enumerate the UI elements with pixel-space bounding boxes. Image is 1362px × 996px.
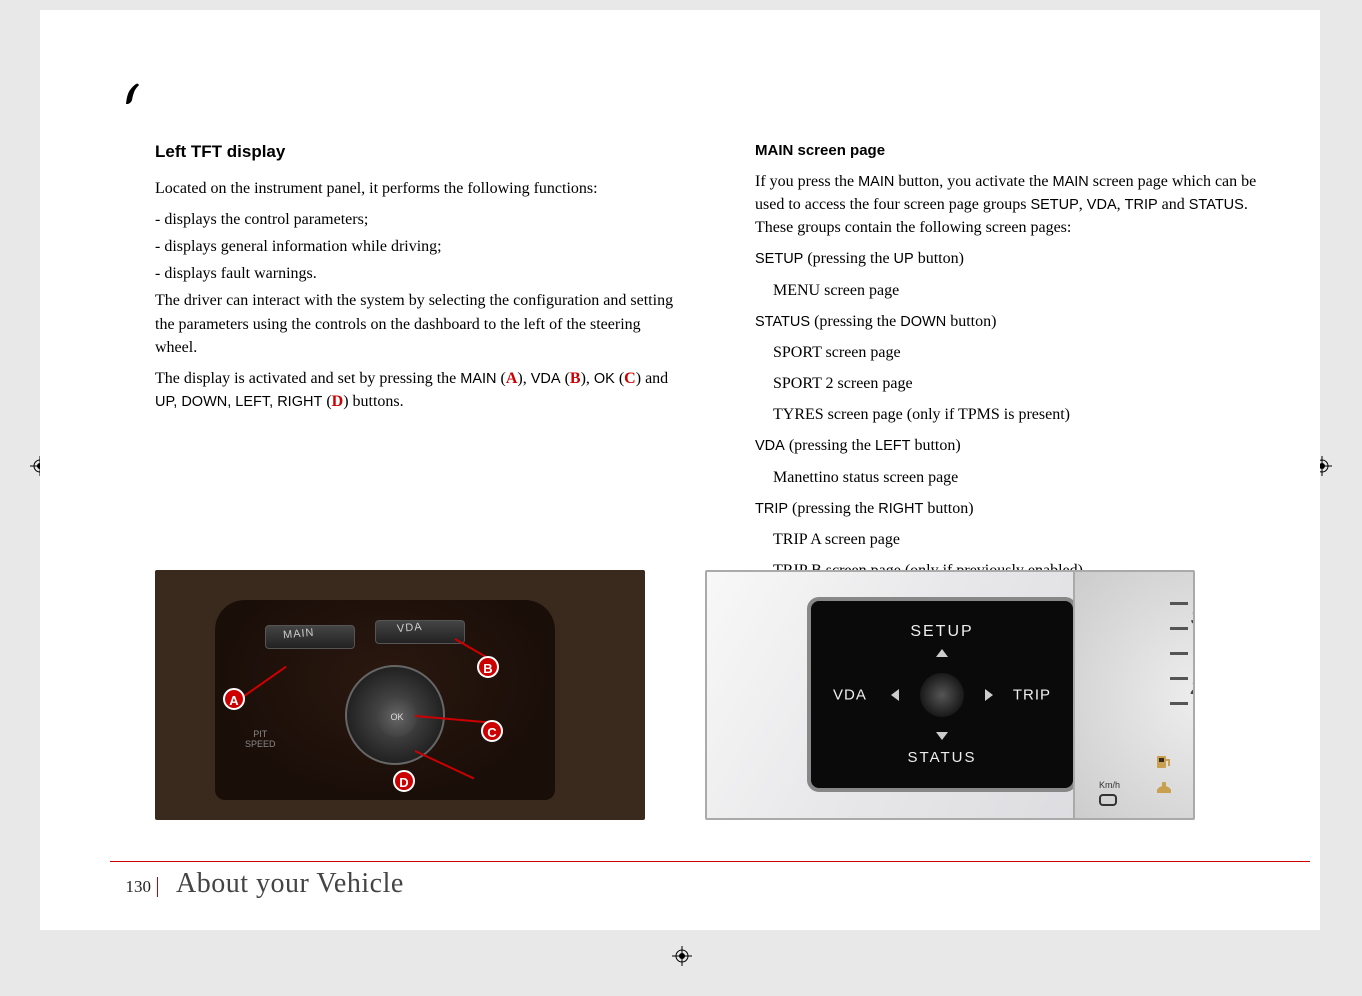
text: If you press the — [755, 173, 858, 190]
group-item: TYRES screen page (only if TPMS is prese… — [773, 403, 1285, 426]
text-ok: OK — [594, 371, 615, 387]
screen-status: STATUS — [811, 749, 1073, 766]
car-lock-icon — [1155, 778, 1173, 796]
text: VDA — [1087, 197, 1117, 213]
text: button, you activate the — [894, 173, 1052, 190]
text: TRIP — [1125, 197, 1158, 213]
right-column: MAIN screen page If you press the MAIN b… — [755, 140, 1285, 590]
gauge-tick — [1170, 702, 1188, 705]
ref-a: A — [506, 370, 518, 387]
bullet-item: - displays the control parameters; — [155, 208, 685, 231]
callout-d: D — [393, 770, 415, 792]
left-para1: The driver can interact with the system … — [155, 289, 685, 359]
text: STATUS — [1189, 197, 1244, 213]
screen-vda: VDA — [833, 686, 867, 703]
text: and — [1158, 196, 1189, 213]
group-item: TRIP A screen page — [773, 528, 1285, 551]
callout-a: A — [223, 688, 245, 710]
screen-group: STATUS (pressing the DOWN button) SPORT s… — [755, 310, 1285, 427]
left-intro: Located on the instrument panel, it perf… — [155, 177, 685, 200]
vda-label: VDA — [397, 621, 424, 635]
bullet-item: - displays fault warnings. — [155, 262, 685, 285]
bullet-item: - displays general information while dri… — [155, 235, 685, 258]
text: , — [1079, 196, 1087, 213]
text-main: MAIN — [460, 371, 496, 387]
kmh-label: Km/h — [1099, 780, 1120, 790]
odometer-icon — [1099, 794, 1117, 806]
gauge-num: 2 — [1191, 677, 1195, 700]
screen-trip: TRIP — [1013, 686, 1051, 703]
group-heading: STATUS (pressing the DOWN button) — [755, 310, 1285, 333]
text: and — [641, 370, 668, 387]
figure-tft-screen: SETUP STATUS VDA TRIP 3 2 Km/h — [705, 570, 1195, 820]
screen-group: VDA (pressing the LEFT button) Manettino … — [755, 434, 1285, 488]
page-number: 130 — [110, 877, 158, 897]
screen-group: SETUP (pressing the UP button) MENU scree… — [755, 247, 1285, 301]
ref-b: B — [570, 370, 581, 387]
text: SETUP — [1030, 197, 1078, 213]
left-heading: Left TFT display — [155, 140, 685, 165]
gauge-graphic: 3 2 — [1073, 572, 1195, 820]
pit-speed-label: PITSPEED — [245, 730, 276, 750]
arrow-left-icon — [891, 689, 899, 701]
gauge-tick — [1170, 602, 1188, 605]
group-heading: VDA (pressing the LEFT button) — [755, 434, 1285, 457]
page: Left TFT display Located on the instrume… — [40, 10, 1320, 930]
section-title: About your Vehicle — [176, 868, 404, 900]
text: The display is activated and set by pres… — [155, 370, 460, 387]
group-item: SPORT screen page — [773, 341, 1285, 364]
screen-groups: SETUP (pressing the UP button) MENU scree… — [755, 247, 1285, 582]
ref-c: C — [624, 370, 636, 387]
screen-setup: SETUP — [811, 623, 1073, 641]
callout-b: B — [477, 656, 499, 678]
group-heading: TRIP (pressing the RIGHT button) — [755, 497, 1285, 520]
gauge-tick — [1170, 677, 1188, 680]
screen-center-dot — [920, 673, 964, 717]
group-item: Manettino status screen page — [773, 466, 1285, 489]
left-para2: The display is activated and set by pres… — [155, 367, 685, 413]
figure-controls-photo: MAIN VDA OK PITSPEED A B C D — [155, 570, 645, 820]
right-heading: MAIN screen page — [755, 140, 1285, 162]
text-vda: VDA — [531, 371, 561, 387]
ref-d: D — [332, 393, 344, 410]
content-columns: Left TFT display Located on the instrume… — [155, 140, 1285, 590]
gauge-tick — [1170, 627, 1188, 630]
text: MAIN — [858, 174, 894, 190]
fuel-icon — [1155, 752, 1173, 770]
registration-mark-bottom — [672, 946, 692, 966]
text-dir: UP, DOWN, LEFT, RIGHT — [155, 394, 322, 410]
page-footer: 130 About your Vehicle — [110, 861, 1310, 900]
group-item: MENU screen page — [773, 279, 1285, 302]
gauge-tick — [1170, 652, 1188, 655]
ferrari-logo-icon — [122, 80, 144, 113]
tft-screen: SETUP STATUS VDA TRIP — [807, 597, 1077, 792]
right-intro: If you press the MAIN button, you activa… — [755, 170, 1285, 240]
text: MAIN — [1053, 174, 1089, 190]
dpad-graphic: OK — [345, 665, 445, 765]
group-heading: SETUP (pressing the UP button) — [755, 247, 1285, 270]
group-item: SPORT 2 screen page — [773, 372, 1285, 395]
ok-button-graphic: OK — [377, 697, 417, 737]
arrow-up-icon — [936, 649, 948, 657]
gauge-num: 3 — [1191, 607, 1195, 630]
arrow-right-icon — [985, 689, 993, 701]
figures-row: MAIN VDA OK PITSPEED A B C D SETUP STATU… — [155, 570, 1285, 820]
callout-c: C — [481, 720, 503, 742]
left-column: Left TFT display Located on the instrume… — [155, 140, 685, 590]
arrow-down-icon — [936, 732, 948, 740]
text: , — [1117, 196, 1125, 213]
text: buttons. — [349, 393, 404, 410]
